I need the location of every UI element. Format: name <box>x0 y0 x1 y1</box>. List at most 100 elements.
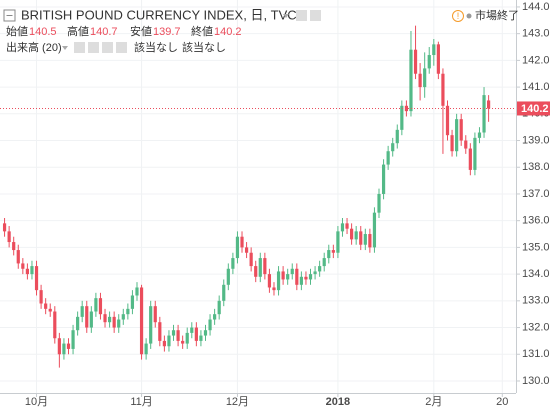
y-tick-label: 132.0 <box>522 321 550 333</box>
candle-body <box>386 151 390 165</box>
x-tick-label: 2月 <box>425 396 442 408</box>
candle-body <box>235 236 240 259</box>
candle-body <box>30 266 34 275</box>
volume-value: 該当なし <box>182 40 226 54</box>
candle-body <box>226 268 230 285</box>
volume-label: 出来高 (20) <box>6 40 62 54</box>
candle-body <box>240 236 244 248</box>
candle-body <box>213 314 217 320</box>
candle-body <box>308 274 313 280</box>
candle-body <box>482 95 486 133</box>
candle-body <box>7 231 11 243</box>
candle-body <box>436 44 440 74</box>
y-tick-label: 139.0 <box>522 134 550 146</box>
settings-icon[interactable] <box>296 10 307 21</box>
y-tick-label: 133.0 <box>522 295 550 307</box>
candle-body <box>427 55 431 69</box>
candle-body <box>16 250 20 264</box>
candle-body <box>34 266 39 291</box>
candle-body <box>441 73 445 106</box>
candle-body <box>318 266 322 272</box>
candle-body <box>135 287 139 296</box>
candle-body <box>267 274 272 288</box>
volume-remove[interactable] <box>116 42 127 53</box>
volume-value: 該当なし <box>134 40 178 54</box>
candle-body <box>290 268 294 275</box>
candle-body <box>176 330 180 341</box>
candle-body <box>103 314 107 323</box>
candle-body <box>359 231 363 245</box>
candle-body <box>295 268 299 285</box>
candle-body <box>244 247 249 253</box>
plot <box>0 0 516 393</box>
y-tick-label: 144.0 <box>522 1 550 13</box>
candle-body <box>450 135 454 152</box>
candle-body <box>158 322 162 341</box>
candle-body <box>395 129 399 144</box>
candle-body <box>249 252 253 267</box>
candle-body <box>400 105 404 130</box>
candle-body <box>455 119 459 152</box>
candle-body <box>217 300 221 315</box>
ohlc-label: 始値 <box>6 24 28 38</box>
candle-body <box>231 258 235 269</box>
ohlc-legend: 始値 140.5 高値 140.7 安値 139.7 終値 140.2 <box>6 24 242 38</box>
candle-body <box>345 223 349 229</box>
candle-body <box>194 327 198 341</box>
dropdown-icon[interactable] <box>283 14 289 18</box>
candle-body <box>404 105 409 112</box>
ohlc-value: 140.2 <box>214 26 242 38</box>
candle-body <box>130 295 135 309</box>
candle-body <box>98 298 103 315</box>
candle-body <box>126 308 130 315</box>
volume-hide[interactable] <box>88 42 99 53</box>
hide-icon[interactable] <box>310 10 321 21</box>
candle-body <box>299 276 303 285</box>
candle-body <box>377 193 381 213</box>
y-tick-label: 141.0 <box>522 81 550 93</box>
candle-body <box>313 271 317 275</box>
candle-body <box>203 330 208 336</box>
y-tick-label: 143.0 <box>522 28 550 40</box>
candle-body <box>107 316 112 323</box>
candle-body <box>254 266 258 277</box>
candle-body <box>272 287 276 291</box>
market-status: 市場終了 <box>475 8 519 22</box>
candle-body <box>208 319 212 331</box>
candle-body <box>12 242 16 251</box>
volume-add[interactable] <box>102 42 113 53</box>
candle-body <box>162 340 166 347</box>
x-tick-label: 12月 <box>226 396 249 408</box>
candle-body <box>76 316 80 331</box>
candle-body <box>336 231 340 253</box>
y-tick-label: 135.0 <box>522 241 550 253</box>
candle-body <box>25 268 29 275</box>
collapse-icon[interactable] <box>3 9 16 22</box>
candle-body <box>468 148 472 170</box>
candle-body <box>286 274 290 280</box>
ohlc-value: 139.7 <box>153 26 181 38</box>
candle-body <box>190 327 194 333</box>
symbol-title: BRITISH POUND CURRENCY INDEX, 日, TVC <box>21 7 297 22</box>
y-tick-label: 138.0 <box>522 161 550 173</box>
candle-body <box>473 137 477 170</box>
candle-body <box>423 68 427 88</box>
x-tick-label: 10月 <box>25 396 48 408</box>
candle-body <box>39 290 43 304</box>
ohlc-value: 140.5 <box>29 26 57 38</box>
candle-body <box>413 49 418 74</box>
candle-body <box>53 311 57 339</box>
candle-body <box>263 258 267 275</box>
candle-body <box>327 250 331 259</box>
candle-body <box>199 335 203 341</box>
candle-body <box>117 319 121 328</box>
candle-body <box>89 311 93 328</box>
status-dot <box>466 13 472 19</box>
candle-body <box>372 212 377 248</box>
volume-settings[interactable] <box>74 42 85 53</box>
status-icon-mark: ! <box>457 11 460 21</box>
volume-dropdown[interactable] <box>62 46 68 50</box>
